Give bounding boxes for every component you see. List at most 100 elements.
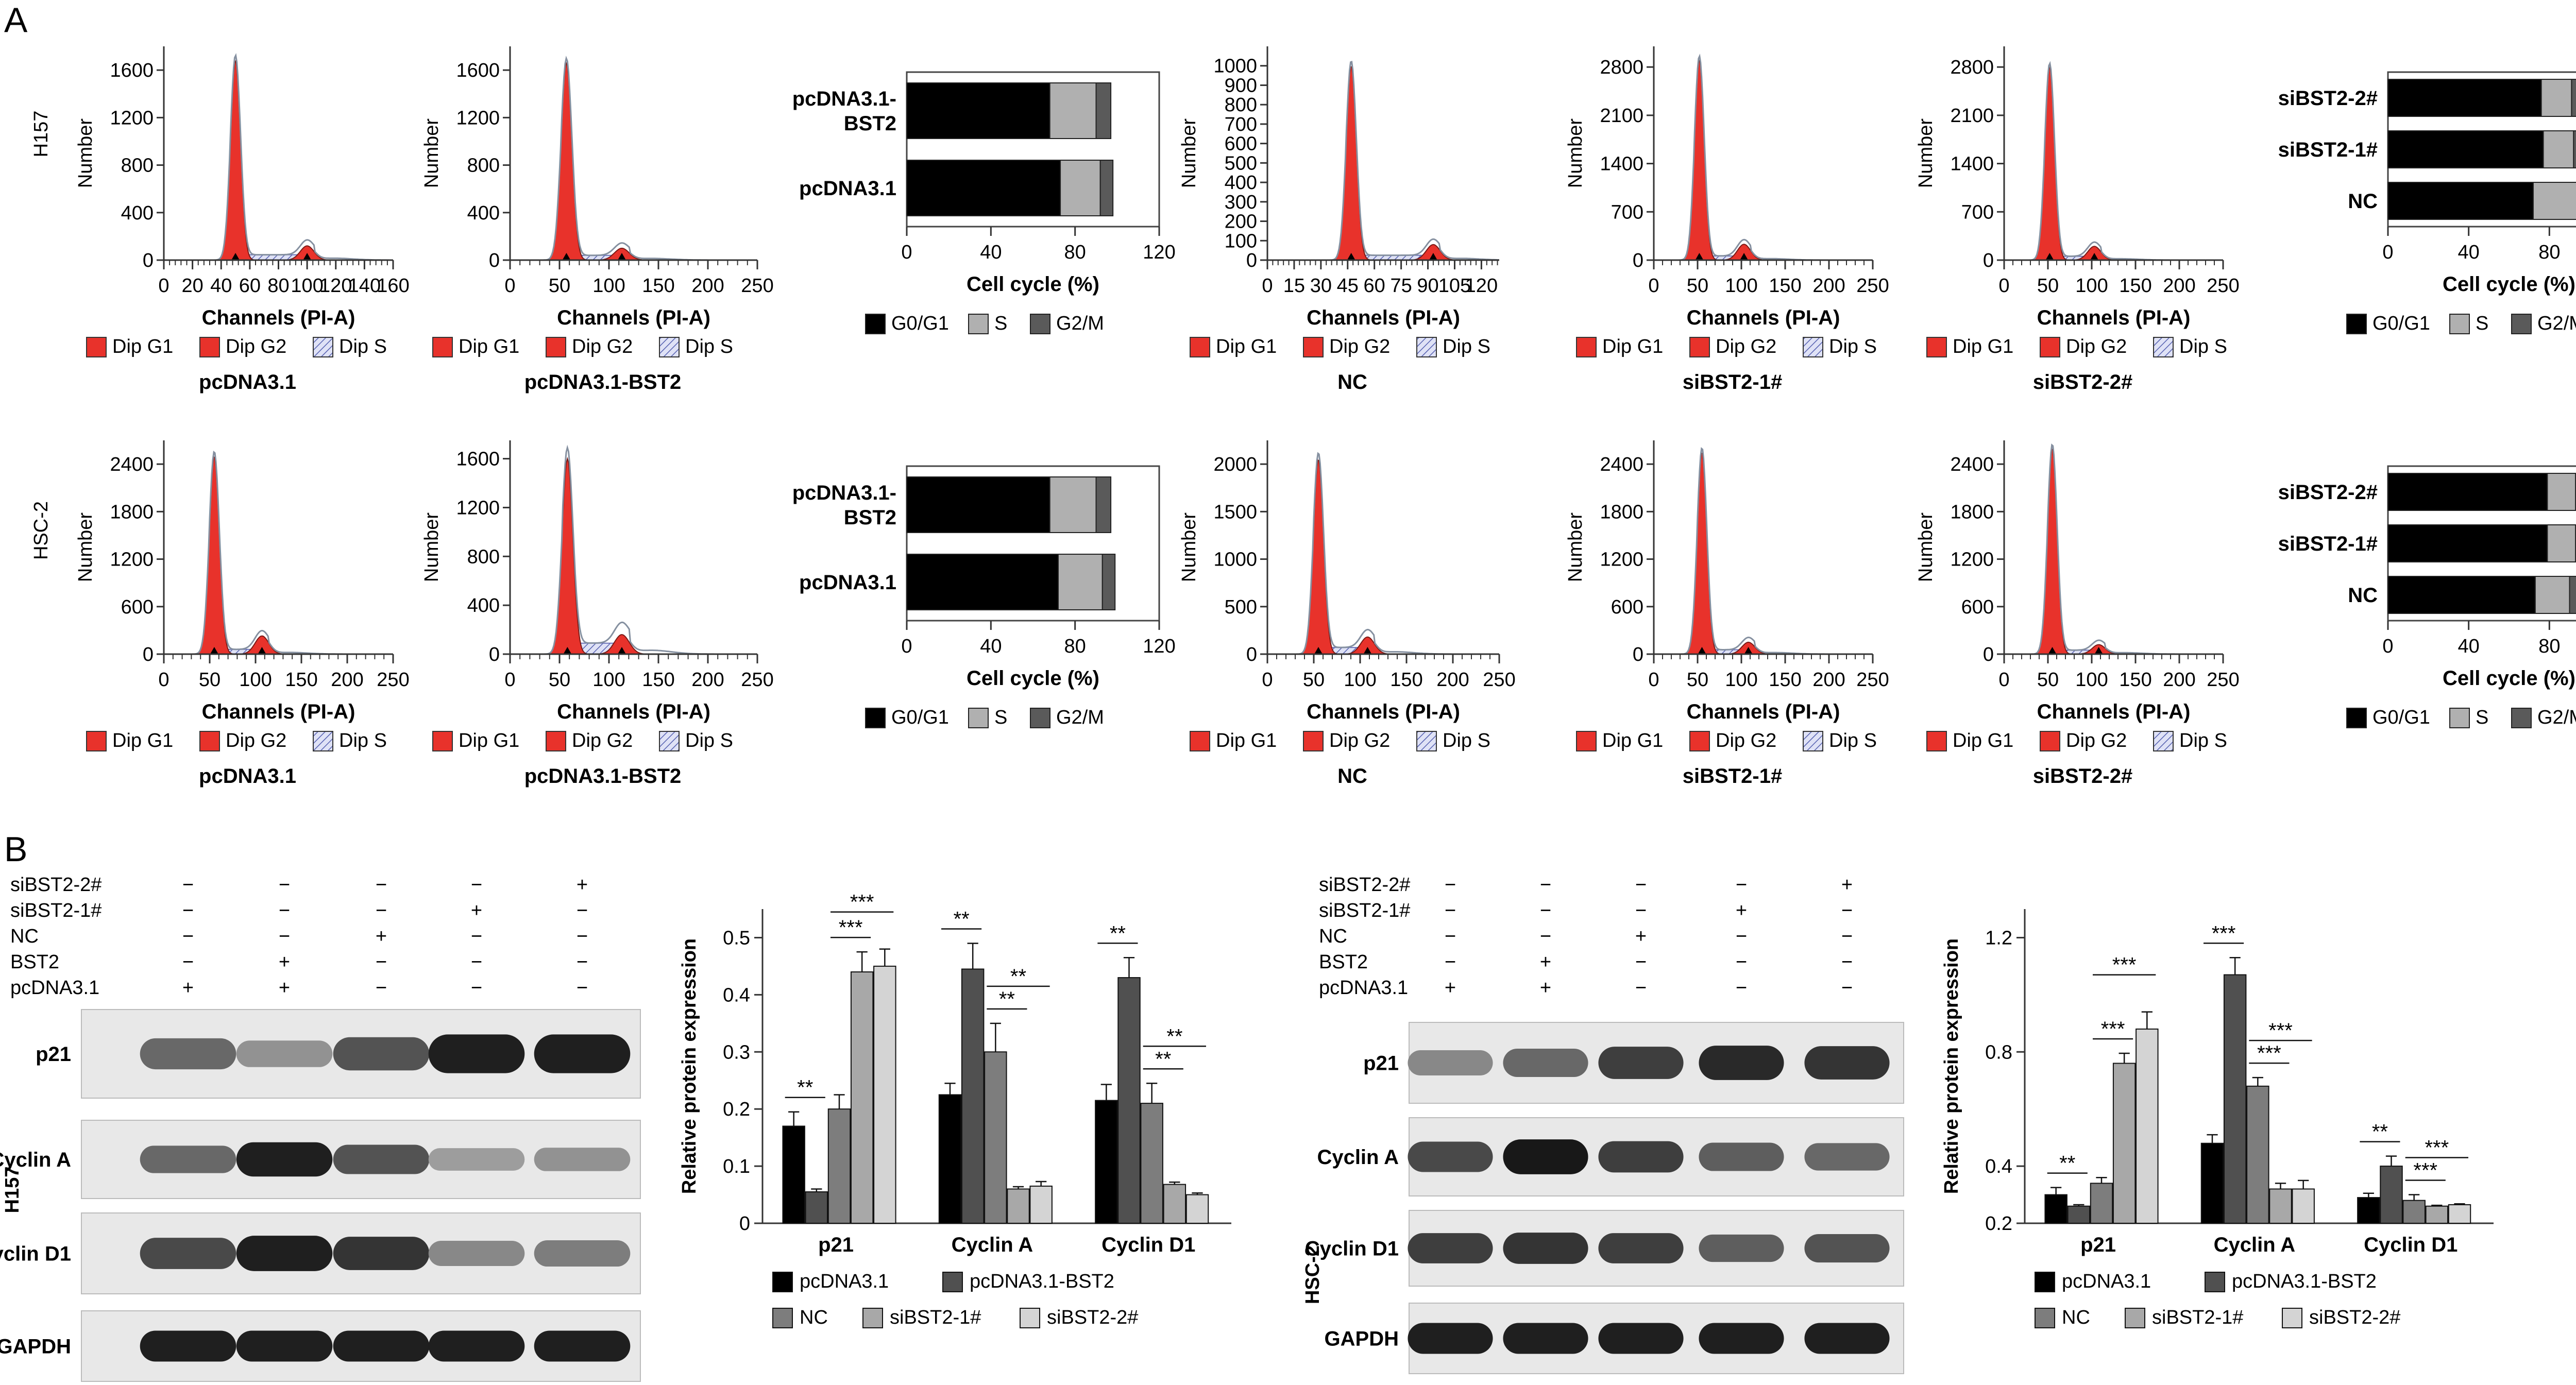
x-tick-label: 0 xyxy=(1262,275,1273,297)
stack-segment-s xyxy=(1049,476,1097,533)
stack-segment-g2m xyxy=(2573,130,2576,168)
plot-frame xyxy=(906,465,1160,622)
peak-marker-1 xyxy=(617,253,626,260)
legend-swatch xyxy=(1190,731,1210,751)
peak-marker-0 xyxy=(1695,253,1704,260)
bar-siBST2-1# xyxy=(850,971,874,1224)
condition-sign: − xyxy=(1540,874,1551,896)
histogram-6: 0 400 800 1200 1600 0 50 100 150 200 250 Number Chan… xyxy=(421,440,774,788)
condition-sign: + xyxy=(1736,900,1747,921)
x-tick-label: 30 xyxy=(1310,275,1332,297)
band xyxy=(1699,1142,1784,1171)
x-tick-label: 60 xyxy=(1364,275,1385,297)
significance-label: *** xyxy=(2425,1137,2449,1159)
legend-label: Dip G1 xyxy=(459,730,519,751)
condition-sign: − xyxy=(1540,900,1551,921)
y-tick-label: 1500 xyxy=(1213,501,1257,523)
total-trace xyxy=(510,56,757,261)
bar-siBST2-1# xyxy=(1007,1188,1030,1224)
y-axis-label: Number xyxy=(1178,512,1200,582)
significance-label: ** xyxy=(2372,1121,2388,1143)
y-tick-label: 600 xyxy=(121,596,154,618)
condition-sign: − xyxy=(1635,977,1647,999)
x-axis-label: Channels (PI-A) xyxy=(1687,306,1840,329)
legend-swatch xyxy=(199,731,220,751)
y-tick-label: 0.1 xyxy=(723,1156,750,1177)
legend-label: Dip G2 xyxy=(2066,730,2127,751)
stack-segment-s xyxy=(1049,82,1097,139)
significance-label: *** xyxy=(839,916,863,939)
legend-swatch xyxy=(2035,1308,2055,1328)
cell-cycle-chart-1: siBST2-2#siBST2-1#NC04080120Cell cycle (… xyxy=(2278,71,2576,334)
peak-marker-1 xyxy=(2094,647,2103,654)
peak-marker-0 xyxy=(1698,647,1706,654)
total-trace xyxy=(2004,61,2223,261)
x-tick-label: 200 xyxy=(691,275,724,297)
legend-swatch xyxy=(432,337,453,357)
stack-segment-s xyxy=(2540,79,2572,117)
band xyxy=(1408,1233,1493,1263)
row-label-h157: H157 xyxy=(30,111,52,158)
total-trace xyxy=(1654,447,1873,655)
y-axis-label: Number xyxy=(421,512,443,582)
x-tick-label: 200 xyxy=(1812,275,1845,297)
condition-sign: + xyxy=(471,900,482,921)
band xyxy=(428,1034,525,1073)
x-axis-label: Channels (PI-A) xyxy=(557,700,710,723)
legend-label: pcDNA3.1 xyxy=(2062,1271,2151,1292)
category-label: Cyclin A xyxy=(952,1234,1033,1256)
stack-segment-g0g1 xyxy=(906,476,1050,533)
stack-segment-s xyxy=(1058,554,1103,610)
significance-label: ** xyxy=(1155,1048,1171,1070)
peak-marker-0 xyxy=(231,253,240,260)
legend-swatch xyxy=(2153,731,2174,751)
total-trace xyxy=(1654,54,1873,261)
significance-label: *** xyxy=(2268,1019,2293,1042)
bar-siBST2-2# xyxy=(1185,1194,1209,1224)
legend-label: Dip S xyxy=(1443,336,1490,357)
legend-label: Dip G2 xyxy=(572,336,633,357)
peak-marker-1 xyxy=(303,253,312,260)
dip-g1-peak xyxy=(164,59,393,261)
stack-segment-g0g1 xyxy=(2387,524,2548,562)
legend-label: S xyxy=(2476,313,2488,334)
legend-swatch xyxy=(1689,337,1710,357)
legend-label: G2/M xyxy=(2537,313,2576,334)
stack-segment-g0g1 xyxy=(2387,182,2534,220)
y-tick-label: 0.2 xyxy=(1985,1213,2012,1235)
legend-label: Dip G1 xyxy=(1602,336,1663,357)
legend-label: Dip G2 xyxy=(1716,730,1776,751)
y-tick-label: 2400 xyxy=(1600,454,1643,475)
bar-NC xyxy=(2402,1200,2426,1224)
sample-name: pcDNA3.1-BST2 xyxy=(524,371,682,394)
legend-swatch xyxy=(432,731,453,751)
legend-label: Dip S xyxy=(685,336,733,357)
x-tick-label: 120 xyxy=(1143,242,1175,263)
x-axis-label: Channels (PI-A) xyxy=(1687,700,1840,723)
dip-g1-peak xyxy=(1267,459,1499,655)
plot-frame xyxy=(906,71,1160,228)
condition-sign: − xyxy=(471,926,482,947)
y-tick-label: 0 xyxy=(489,644,500,665)
band xyxy=(1804,1234,1890,1263)
x-tick-label: 100 xyxy=(291,275,323,297)
condition-sign: − xyxy=(1736,951,1747,973)
x-tick-label: 40 xyxy=(210,275,232,297)
band xyxy=(1408,1141,1493,1172)
legend-label: Dip G1 xyxy=(459,336,519,357)
y-axis-label: Number xyxy=(75,512,96,582)
significance-label: *** xyxy=(2212,922,2236,945)
condition-sign: − xyxy=(182,874,194,896)
band xyxy=(534,1034,631,1073)
legend-swatch xyxy=(313,731,333,751)
y-tick-label: 1600 xyxy=(456,60,500,81)
y-tick-label: 1800 xyxy=(110,501,154,523)
band xyxy=(1503,1139,1588,1174)
category-label: siBST2-2# xyxy=(2278,481,2378,504)
stack-segment-g0g1 xyxy=(906,160,1061,216)
stack-segment-s xyxy=(2534,576,2570,614)
legend-swatch xyxy=(2040,337,2060,357)
x-tick-label: 15 xyxy=(1283,275,1305,297)
legend-label: S xyxy=(994,707,1007,728)
